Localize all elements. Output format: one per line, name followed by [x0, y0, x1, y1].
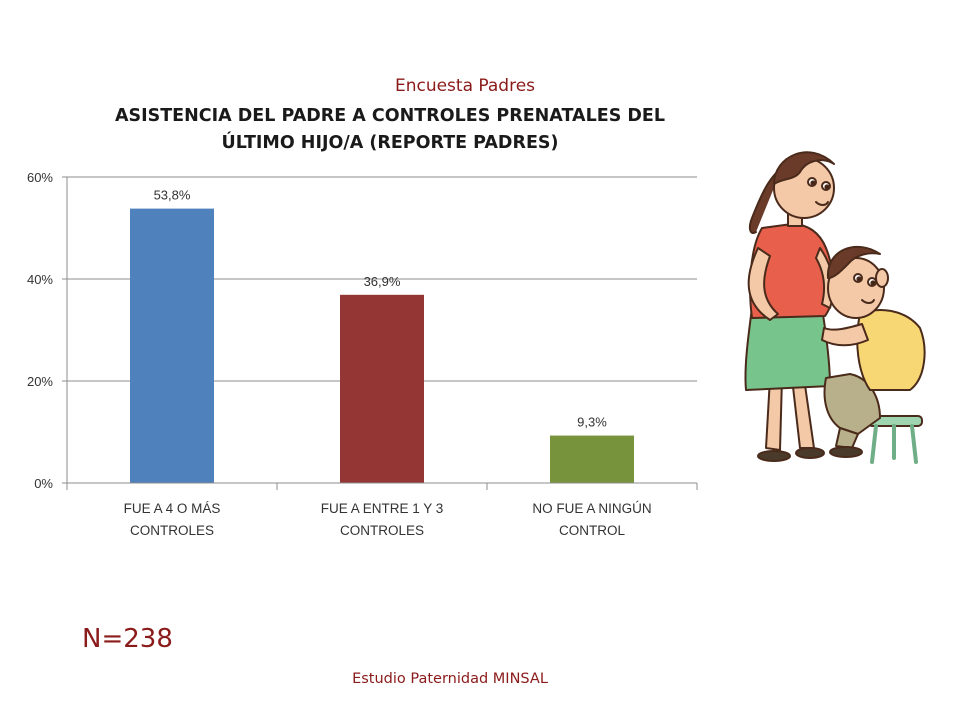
bar: [340, 294, 424, 483]
data-label: 9,3%: [577, 415, 607, 430]
y-tick-label: 0%: [34, 476, 53, 491]
source-label: Estudio Paternidad MINSAL: [352, 671, 548, 687]
x-tick-label: CONTROL: [559, 523, 625, 538]
bar: [130, 208, 214, 483]
x-tick-label: NO FUE A NINGÚN: [532, 501, 651, 516]
survey-label: Encuesta Padres: [394, 76, 536, 96]
y-tick-label: 40%: [27, 272, 53, 287]
x-tick-label: CONTROLES: [130, 523, 214, 538]
data-label: 53,8%: [154, 188, 191, 203]
chart-title: ASISTENCIA DEL PADRE A CONTROLES PRENATA…: [95, 103, 685, 157]
y-tick-label: 20%: [27, 374, 53, 389]
chart-title-line-1: ASISTENCIA DEL PADRE A CONTROLES PRENATA…: [114, 106, 666, 126]
data-label: 36,9%: [364, 274, 401, 289]
x-tick-label: FUE A ENTRE 1 Y 3: [321, 501, 444, 516]
bar: [550, 435, 634, 483]
y-tick-label: 60%: [27, 170, 53, 185]
x-tick-label: CONTROLES: [340, 523, 424, 538]
sample-size-label: N=238: [82, 624, 173, 654]
chart-title-line-2: ÚLTIMO HIJO/A (REPORTE PADRES): [221, 133, 559, 153]
x-tick-label: FUE A 4 O MÁS: [124, 501, 221, 516]
pregnant-woman-and-man-illustration: [744, 151, 926, 464]
